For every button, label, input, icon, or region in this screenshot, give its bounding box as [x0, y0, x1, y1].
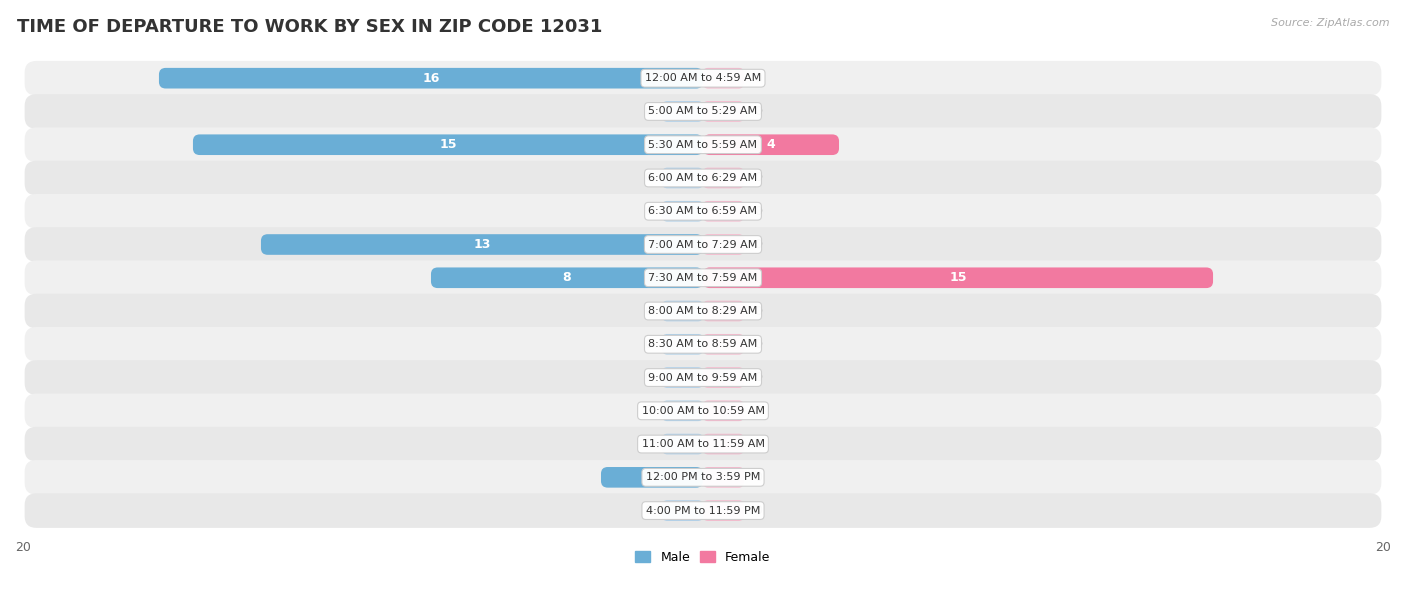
FancyBboxPatch shape	[25, 360, 1381, 395]
FancyBboxPatch shape	[432, 267, 703, 288]
FancyBboxPatch shape	[25, 293, 1381, 328]
FancyBboxPatch shape	[193, 134, 703, 155]
Text: 4: 4	[766, 138, 775, 151]
Text: 0: 0	[754, 471, 762, 484]
Text: 6:00 AM to 6:29 AM: 6:00 AM to 6:29 AM	[648, 173, 758, 183]
FancyBboxPatch shape	[262, 234, 703, 255]
FancyBboxPatch shape	[703, 367, 744, 388]
FancyBboxPatch shape	[662, 201, 703, 222]
FancyBboxPatch shape	[25, 128, 1381, 162]
Text: 11:00 AM to 11:59 AM: 11:00 AM to 11:59 AM	[641, 439, 765, 449]
FancyBboxPatch shape	[703, 101, 744, 122]
Text: 4:00 PM to 11:59 PM: 4:00 PM to 11:59 PM	[645, 505, 761, 516]
Text: 12:00 PM to 3:59 PM: 12:00 PM to 3:59 PM	[645, 472, 761, 482]
FancyBboxPatch shape	[25, 94, 1381, 129]
FancyBboxPatch shape	[600, 467, 703, 488]
FancyBboxPatch shape	[662, 334, 703, 355]
Text: 6:30 AM to 6:59 AM: 6:30 AM to 6:59 AM	[648, 206, 758, 216]
FancyBboxPatch shape	[25, 493, 1381, 528]
FancyBboxPatch shape	[703, 334, 744, 355]
Text: 3: 3	[648, 471, 657, 484]
Text: 0: 0	[754, 105, 762, 118]
FancyBboxPatch shape	[703, 201, 744, 222]
FancyBboxPatch shape	[703, 467, 744, 488]
Text: 0: 0	[644, 371, 652, 384]
FancyBboxPatch shape	[25, 228, 1381, 262]
FancyBboxPatch shape	[703, 234, 744, 255]
FancyBboxPatch shape	[662, 500, 703, 521]
FancyBboxPatch shape	[25, 194, 1381, 229]
Text: 0: 0	[754, 371, 762, 384]
Text: 0: 0	[644, 338, 652, 351]
Text: 7:00 AM to 7:29 AM: 7:00 AM to 7:29 AM	[648, 239, 758, 249]
FancyBboxPatch shape	[25, 393, 1381, 428]
Text: 15: 15	[439, 138, 457, 151]
Text: 0: 0	[754, 205, 762, 218]
FancyBboxPatch shape	[703, 134, 839, 155]
Text: 0: 0	[754, 72, 762, 85]
FancyBboxPatch shape	[703, 400, 744, 421]
FancyBboxPatch shape	[25, 61, 1381, 96]
FancyBboxPatch shape	[703, 68, 744, 89]
Text: 0: 0	[754, 504, 762, 517]
FancyBboxPatch shape	[662, 168, 703, 188]
Text: 5:00 AM to 5:29 AM: 5:00 AM to 5:29 AM	[648, 106, 758, 116]
Text: 15: 15	[949, 271, 967, 285]
Text: 0: 0	[644, 105, 652, 118]
FancyBboxPatch shape	[703, 500, 744, 521]
Text: 0: 0	[644, 205, 652, 218]
Text: 0: 0	[754, 172, 762, 185]
Text: 0: 0	[644, 172, 652, 185]
Text: 0: 0	[754, 305, 762, 318]
Legend: Male, Female: Male, Female	[630, 546, 776, 569]
Text: 12:00 AM to 4:59 AM: 12:00 AM to 4:59 AM	[645, 73, 761, 83]
Text: 0: 0	[644, 305, 652, 318]
FancyBboxPatch shape	[703, 168, 744, 188]
FancyBboxPatch shape	[662, 101, 703, 122]
FancyBboxPatch shape	[662, 400, 703, 421]
FancyBboxPatch shape	[25, 460, 1381, 495]
Text: 16: 16	[422, 72, 440, 85]
Text: 8:00 AM to 8:29 AM: 8:00 AM to 8:29 AM	[648, 306, 758, 316]
Text: 0: 0	[754, 338, 762, 351]
Text: Source: ZipAtlas.com: Source: ZipAtlas.com	[1271, 18, 1389, 28]
Text: 8:30 AM to 8:59 AM: 8:30 AM to 8:59 AM	[648, 339, 758, 349]
Text: 8: 8	[562, 271, 571, 285]
Text: 0: 0	[754, 438, 762, 451]
FancyBboxPatch shape	[662, 367, 703, 388]
FancyBboxPatch shape	[662, 434, 703, 454]
FancyBboxPatch shape	[159, 68, 703, 89]
FancyBboxPatch shape	[25, 260, 1381, 295]
FancyBboxPatch shape	[662, 301, 703, 321]
FancyBboxPatch shape	[25, 327, 1381, 362]
FancyBboxPatch shape	[25, 161, 1381, 195]
Text: 10:00 AM to 10:59 AM: 10:00 AM to 10:59 AM	[641, 406, 765, 416]
FancyBboxPatch shape	[25, 426, 1381, 462]
Text: 0: 0	[644, 405, 652, 418]
Text: 13: 13	[474, 238, 491, 251]
Text: 0: 0	[644, 438, 652, 451]
FancyBboxPatch shape	[703, 434, 744, 454]
FancyBboxPatch shape	[703, 301, 744, 321]
Text: TIME OF DEPARTURE TO WORK BY SEX IN ZIP CODE 12031: TIME OF DEPARTURE TO WORK BY SEX IN ZIP …	[17, 18, 602, 36]
FancyBboxPatch shape	[703, 267, 1213, 288]
Text: 7:30 AM to 7:59 AM: 7:30 AM to 7:59 AM	[648, 273, 758, 283]
Text: 0: 0	[754, 238, 762, 251]
Text: 0: 0	[754, 405, 762, 418]
Text: 0: 0	[644, 504, 652, 517]
Text: 5:30 AM to 5:59 AM: 5:30 AM to 5:59 AM	[648, 140, 758, 150]
Text: 9:00 AM to 9:59 AM: 9:00 AM to 9:59 AM	[648, 372, 758, 383]
